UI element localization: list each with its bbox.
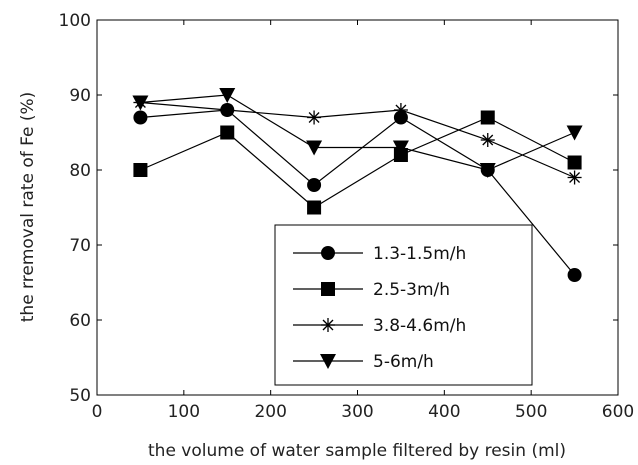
data-point <box>219 88 236 103</box>
legend-label: 2.5-3m/h <box>373 280 450 300</box>
data-point <box>307 178 322 192</box>
data-point <box>567 170 582 185</box>
legend-label: 1.3-1.5m/h <box>373 244 466 264</box>
data-point <box>567 268 582 282</box>
data-point <box>480 133 495 147</box>
x-tick-label: 300 <box>341 402 373 422</box>
legend-marker <box>321 318 335 332</box>
y-tick-label: 60 <box>69 311 91 331</box>
legend: 1.3-1.5m/h 2.5-3m/h 3.8-4.6m/h 5-6m/h <box>274 224 533 386</box>
x-tick-label: 500 <box>515 402 547 422</box>
x-tick-label: 100 <box>168 402 200 422</box>
series-line <box>140 101 575 179</box>
y-axis-label: the rremoval rate of Fe (%) <box>18 92 38 323</box>
x-tick-label: 200 <box>254 402 286 422</box>
legend-label: 3.8-4.6m/h <box>373 316 466 336</box>
series-1 <box>133 110 582 215</box>
legend-box <box>274 224 533 386</box>
legend-label: 5-6m/h <box>373 352 434 372</box>
data-point <box>480 110 495 125</box>
legend-marker <box>320 354 336 369</box>
x-tick-label: 600 <box>602 402 634 422</box>
legend-entry: 5-6m/h <box>293 352 434 372</box>
series-3 <box>132 88 583 178</box>
data-point <box>132 95 149 111</box>
data-point <box>392 140 409 156</box>
series-line <box>140 94 575 171</box>
legend-entry: 3.8-4.6m/h <box>293 316 466 336</box>
legend-entry: 2.5-3m/h <box>293 280 450 300</box>
data-point <box>306 140 323 156</box>
legend-marker <box>321 246 335 260</box>
y-tick-label: 90 <box>69 86 91 106</box>
data-point <box>566 125 583 141</box>
series-group <box>132 88 583 282</box>
axis-ticks: 0 100 200 300 400 500 600 50 60 70 80 90 100 <box>59 11 635 422</box>
series-line <box>140 109 576 276</box>
legend-entry: 1.3-1.5m/h <box>293 244 466 264</box>
data-point <box>393 103 408 117</box>
y-tick-label: 80 <box>69 161 91 181</box>
data-point <box>307 200 322 215</box>
y-tick-label: 50 <box>69 386 91 406</box>
data-point <box>567 155 582 170</box>
data-point <box>479 163 496 178</box>
y-tick-label: 100 <box>59 11 91 31</box>
data-point <box>133 110 148 125</box>
data-point <box>133 163 148 177</box>
x-tick-label: 400 <box>428 402 460 422</box>
data-point <box>220 125 235 140</box>
y-tick-label: 70 <box>69 236 91 256</box>
series-line <box>140 116 575 209</box>
x-axis-label: the volume of water sample filtered by r… <box>148 441 566 461</box>
legend-marker <box>321 282 335 296</box>
data-point <box>220 103 235 117</box>
data-point <box>307 110 322 125</box>
series-0 <box>133 103 582 282</box>
x-tick-label: 0 <box>92 402 103 422</box>
